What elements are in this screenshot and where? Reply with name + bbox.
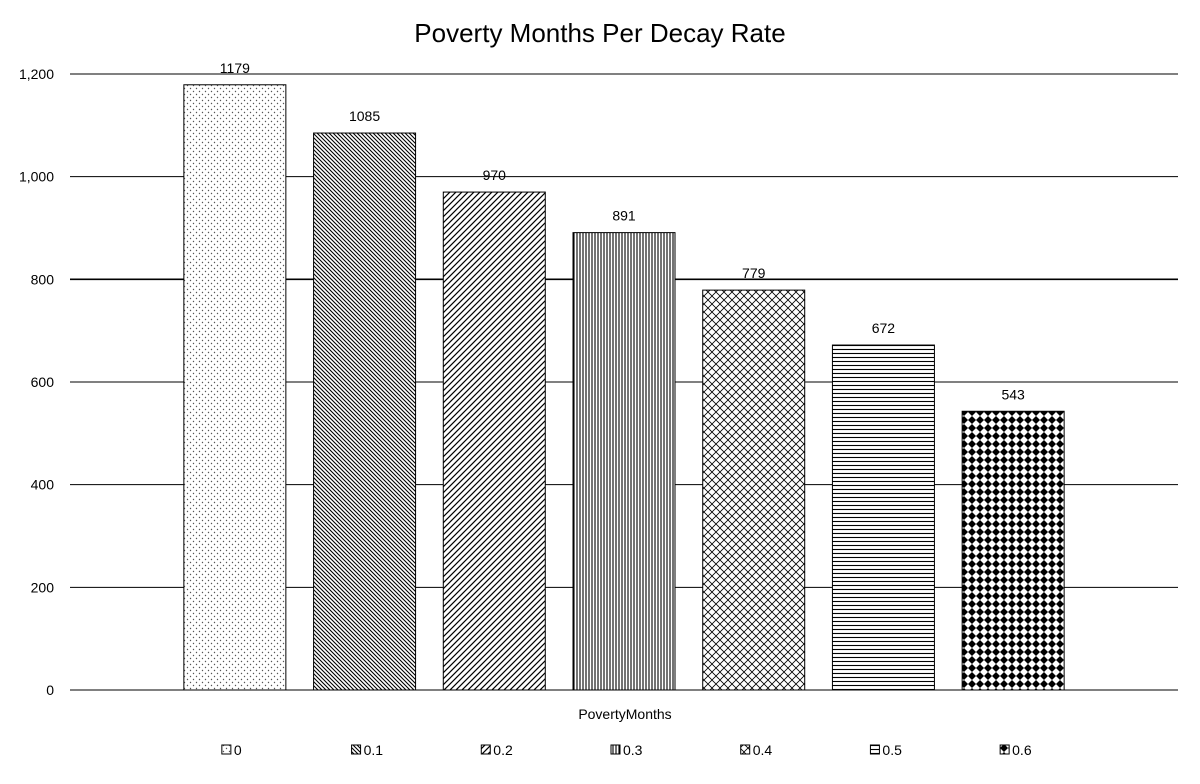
x-axis-label: PovertyMonths <box>578 706 671 722</box>
legend-swatch <box>221 744 232 755</box>
data-label-0.3: 891 <box>612 208 636 224</box>
legend-swatch <box>740 744 751 755</box>
y-tick-label: 800 <box>31 271 55 287</box>
y-axis-ticks: 0 200 400 600 800 1,000 1,200 <box>19 66 54 698</box>
data-label-0.6: 543 <box>1001 386 1025 402</box>
y-tick-label: 1,200 <box>19 66 54 82</box>
legend-swatch <box>999 744 1010 755</box>
legend-item-0.6: 0.6 <box>999 742 1032 758</box>
y-tick-label: 400 <box>31 477 55 493</box>
legend: 0 0.1 0.2 0.3 0.4 0.5 0.6 <box>221 742 1032 758</box>
data-label-0: 1179 <box>220 60 250 76</box>
data-label-0.5: 672 <box>872 320 896 336</box>
legend-item-0.4: 0.4 <box>740 742 773 758</box>
legend-label: 0.6 <box>1012 742 1032 758</box>
legend-swatch <box>610 744 621 755</box>
legend-label: 0.4 <box>753 742 773 758</box>
legend-label: 0.1 <box>364 742 384 758</box>
legend-item-0.3: 0.3 <box>610 742 643 758</box>
y-tick-label: 600 <box>31 374 55 390</box>
bar-0.3 <box>572 232 676 691</box>
legend-item-0.2: 0.2 <box>480 742 513 758</box>
bar-0 <box>183 84 287 691</box>
y-tick-label: 200 <box>31 579 55 595</box>
legend-label: 0 <box>234 742 242 758</box>
data-label-0.1: 1085 <box>349 108 380 124</box>
bar-0.4 <box>702 289 806 691</box>
data-labels: 1179 1085 970 891 779 672 543 <box>220 60 1025 402</box>
bars <box>183 84 1065 691</box>
legend-item-0: 0 <box>221 742 242 758</box>
bar-0.2 <box>442 191 546 691</box>
legend-label: 0.3 <box>623 742 643 758</box>
data-label-0.2: 970 <box>483 167 507 183</box>
chart-title: Poverty Months Per Decay Rate <box>414 18 786 48</box>
legend-item-0.5: 0.5 <box>869 742 902 758</box>
legend-label: 0.2 <box>493 742 513 758</box>
y-tick-label: 1,000 <box>19 169 54 185</box>
legend-swatch <box>351 744 362 755</box>
y-tick-label: 0 <box>46 682 54 698</box>
legend-swatch <box>480 744 491 755</box>
legend-label: 0.5 <box>882 742 902 758</box>
bar-0.6 <box>961 410 1065 691</box>
legend-item-0.1: 0.1 <box>351 742 384 758</box>
bar-0.1 <box>313 132 417 691</box>
data-label-0.4: 779 <box>742 265 766 281</box>
legend-swatch <box>869 744 880 755</box>
bar-0.5 <box>831 344 935 691</box>
